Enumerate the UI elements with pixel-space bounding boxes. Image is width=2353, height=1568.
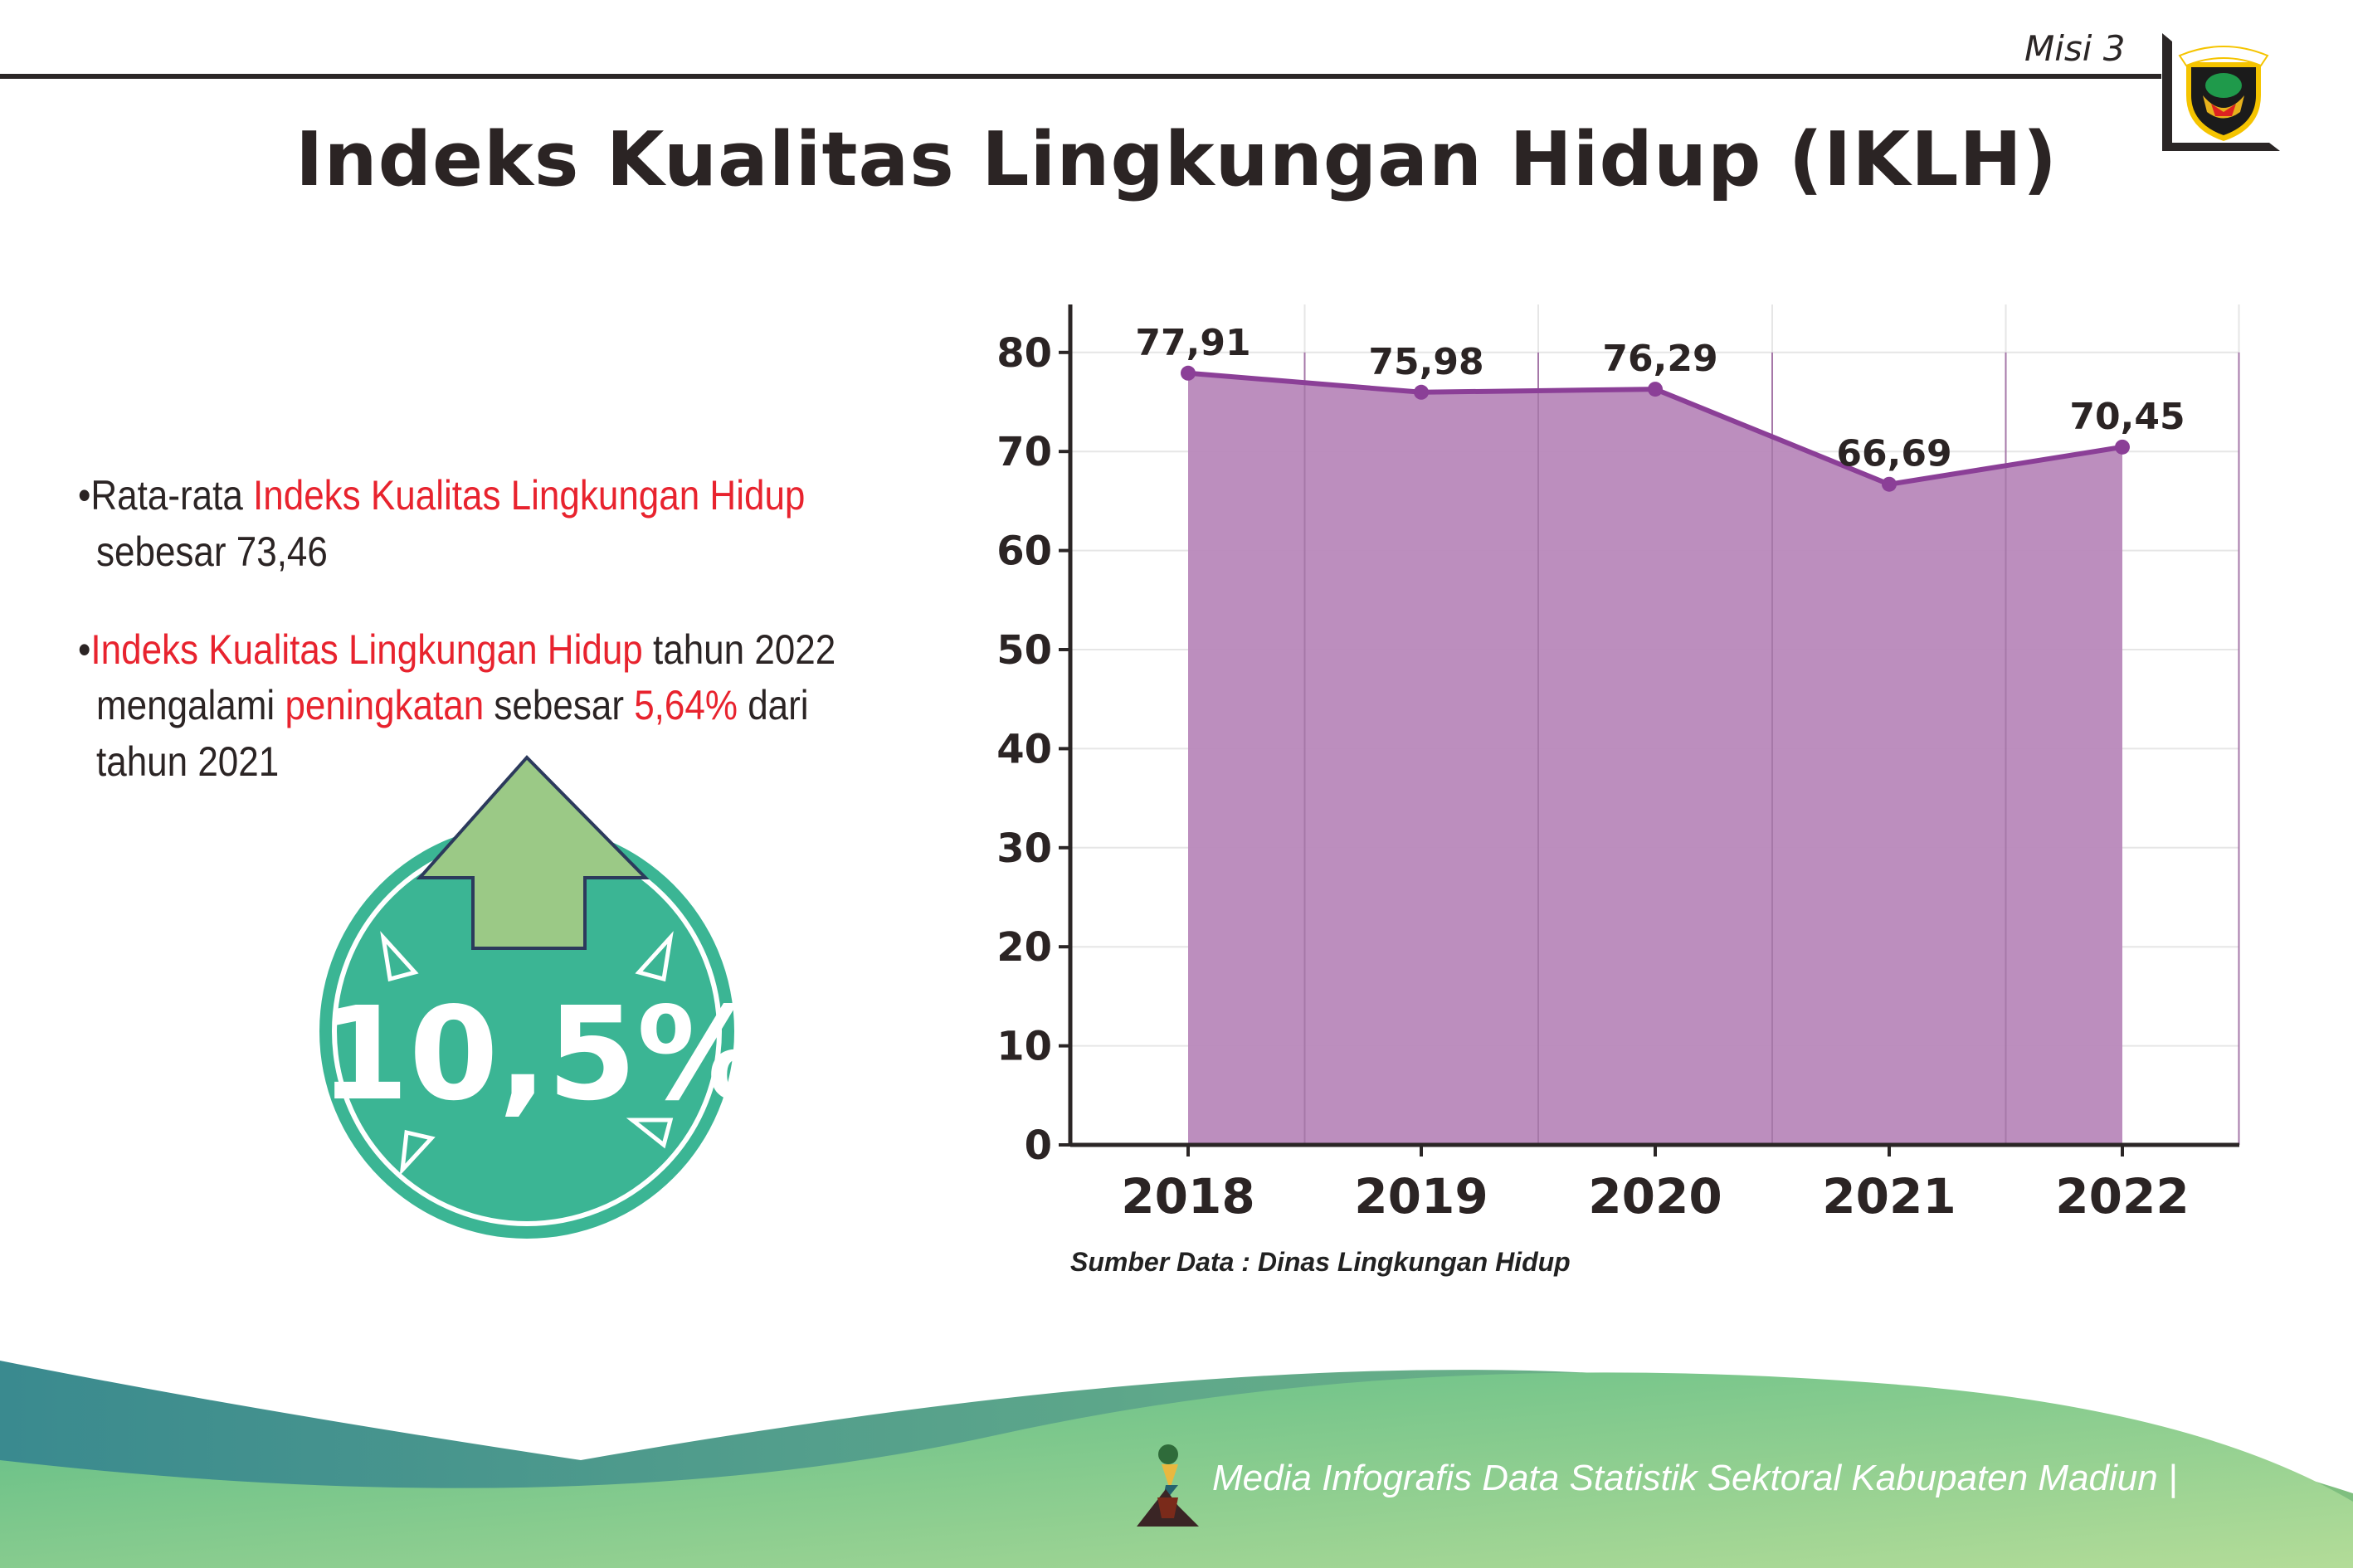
data-label: 70,45	[2069, 396, 2185, 438]
text: sebesar	[484, 682, 635, 728]
y-tick-label: 50	[996, 627, 1052, 674]
data-point	[1648, 382, 1663, 397]
header-rule	[0, 74, 2161, 79]
y-tick-label: 10	[996, 1024, 1052, 1070]
highlight-text: 5,64%	[634, 682, 738, 728]
footer-text: Media Infografis Data Statistik Sektoral…	[1212, 1458, 2178, 1498]
y-tick-label: 40	[996, 726, 1052, 772]
data-point	[1414, 384, 1429, 400]
y-tick-label: 60	[996, 528, 1052, 575]
data-point	[1882, 476, 1897, 492]
x-tick-label: 2021	[1822, 1168, 1956, 1225]
text: •Rata-rata	[78, 472, 254, 519]
data-label: 66,69	[1836, 433, 1951, 475]
data-label: 77,91	[1135, 322, 1250, 364]
area-fill	[1188, 373, 2122, 1145]
bullet-2-line-3: tahun 2021	[96, 738, 280, 785]
bullet-1-line-2: sebesar 73,46	[96, 528, 328, 575]
media-logo-icon	[1137, 1444, 1199, 1527]
data-point	[1181, 365, 1196, 381]
data-source: Sumber Data : Dinas Lingkungan Hidup	[1070, 1247, 1571, 1277]
bullet-2-line-2: mengalami peningkatan sebesar 5,64% dari	[96, 681, 809, 729]
x-tick-label: 2019	[1354, 1168, 1488, 1225]
data-point	[2115, 439, 2130, 455]
y-tick-label: 80	[996, 330, 1052, 377]
mission-label: Misi 3	[2024, 28, 2126, 69]
text: tahun 2022	[642, 626, 836, 673]
badge-value: 10,5%	[319, 979, 766, 1129]
y-tick-label: 0	[1025, 1122, 1052, 1169]
bullet-1-line-1: •Rata-rata Indeks Kualitas Lingkungan Hi…	[78, 471, 805, 519]
text: mengalami	[96, 682, 285, 728]
highlight-text: Indeks Kualitas Lingkungan Hidup	[253, 472, 806, 519]
text: •	[78, 626, 91, 673]
y-tick-label: 20	[996, 924, 1052, 971]
data-label: 76,29	[1602, 338, 1717, 380]
x-tick-label: 2018	[1121, 1168, 1254, 1225]
page-title: Indeks Kualitas Lingkungan Hidup (IKLH)	[295, 116, 2058, 203]
x-tick-label: 2022	[2055, 1168, 2189, 1225]
kabupaten-madiun-logo	[2178, 46, 2269, 141]
x-tick-label: 2020	[1588, 1168, 1722, 1225]
bullet-2-line-1: •Indeks Kualitas Lingkungan Hidup tahun …	[78, 626, 835, 674]
highlight-text: peningkatan	[285, 682, 485, 728]
y-tick-label: 70	[996, 429, 1052, 475]
text: dari	[737, 682, 809, 728]
y-tick-label: 30	[996, 825, 1052, 872]
highlight-text: Indeks Kualitas Lingkungan Hidup	[90, 626, 643, 673]
data-label: 75,98	[1368, 341, 1483, 383]
